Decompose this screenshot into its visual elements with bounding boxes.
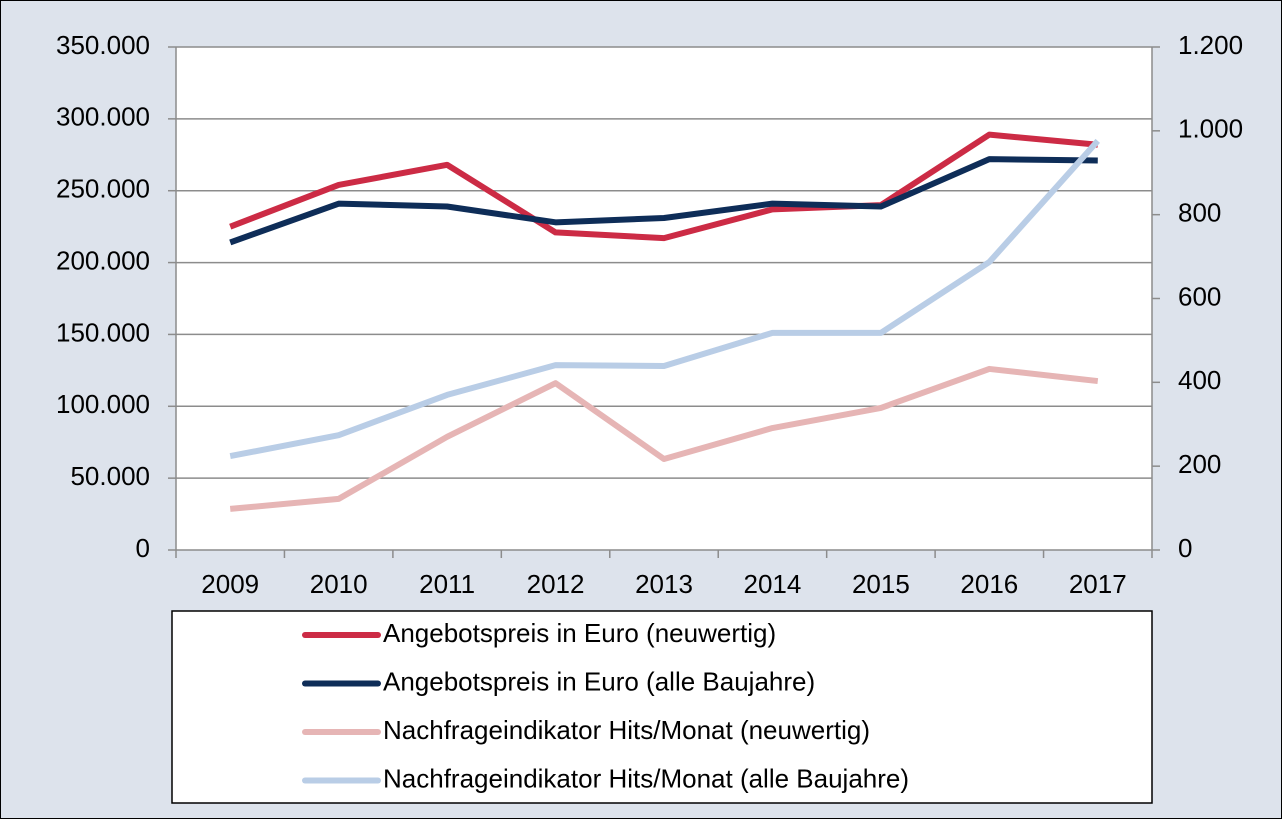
y-tick-label: 350.000	[56, 30, 150, 60]
data-line	[229, 365, 1099, 512]
y2-tick-label: 200	[1178, 449, 1221, 479]
data-line	[229, 131, 1099, 242]
legend-label: Nachfrageindikator Hits/Monat (neuwertig…	[383, 715, 870, 745]
y-tick-label: 250.000	[56, 174, 150, 204]
y-tick-label: 300.000	[56, 102, 150, 132]
y2-tick-label: 1.000	[1178, 114, 1243, 144]
legend-label: Nachfrageindikator Hits/Monat (alle Bauj…	[383, 763, 909, 793]
y2-tick-label: 1.200	[1178, 30, 1243, 60]
y2-tick-label: 800	[1178, 198, 1221, 228]
data-line	[229, 156, 1098, 246]
x-tick-label: 2014	[744, 569, 802, 599]
y-tick-label: 200.000	[56, 245, 150, 275]
x-tick-label: 2011	[419, 569, 475, 599]
x-tick-label: 2009	[201, 569, 259, 599]
y-tick-label: 100.000	[56, 389, 150, 419]
y2-tick-label: 600	[1178, 281, 1221, 311]
y-tick-label: 50.000	[70, 461, 150, 491]
x-tick-label: 2016	[960, 569, 1018, 599]
plot-area	[176, 47, 1152, 550]
data-line	[229, 138, 1101, 460]
legend	[171, 610, 1153, 804]
legend-label: Angebotspreis in Euro (neuwertig)	[383, 618, 776, 648]
y-tick-label: 0	[136, 533, 150, 563]
legend-label: Angebotspreis in Euro (alle Baujahre)	[383, 666, 815, 696]
x-tick-label: 2012	[527, 569, 585, 599]
x-tick-label: 2010	[310, 569, 368, 599]
x-tick-label: 2013	[635, 569, 693, 599]
x-tick-label: 2017	[1069, 569, 1127, 599]
y2-tick-label: 0	[1178, 533, 1192, 563]
x-tick-label: 2015	[852, 569, 910, 599]
y2-tick-label: 400	[1178, 365, 1221, 395]
y-tick-label: 150.000	[56, 317, 150, 347]
